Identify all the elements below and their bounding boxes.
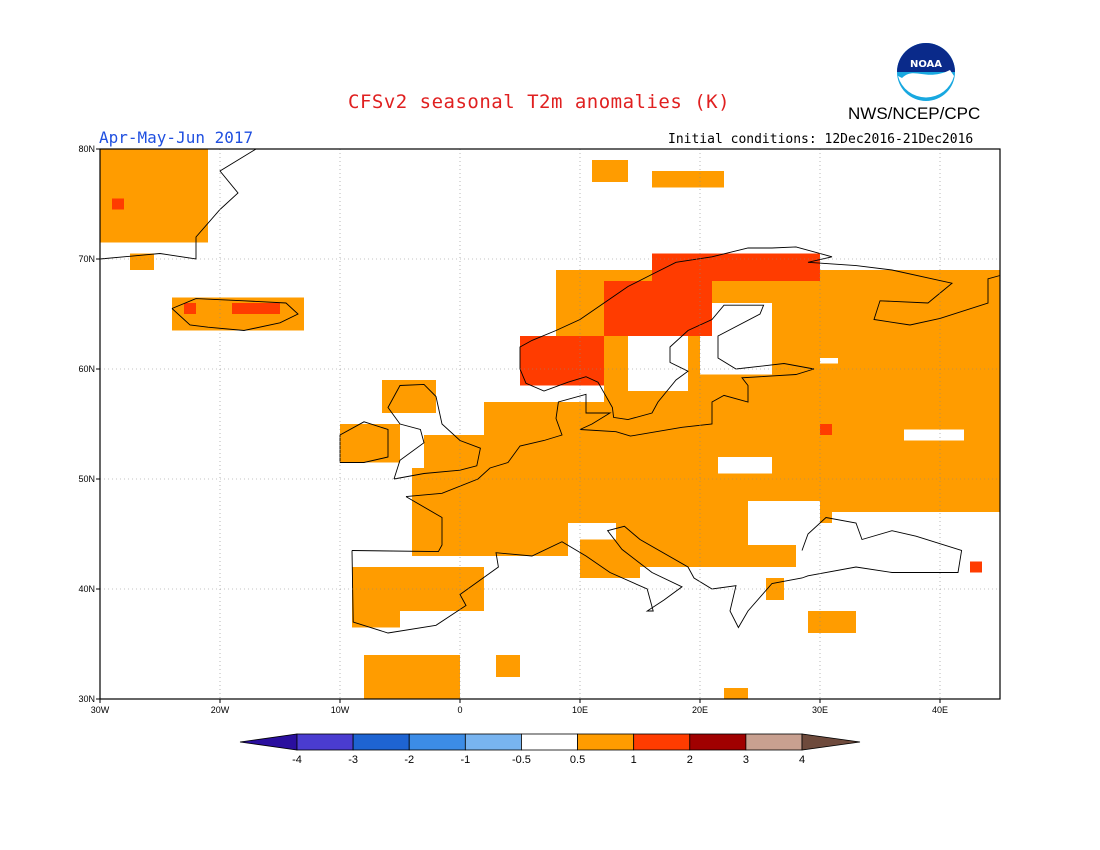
fill-aegean — [766, 578, 784, 600]
colorbar-arrow-right — [801, 733, 861, 751]
colorbar-label: -4 — [292, 754, 302, 766]
coastline-2 — [171, 298, 299, 331]
coastline-5 — [351, 496, 443, 553]
noaa-logo-icon: NOAA — [897, 43, 955, 101]
colorbar-segment — [521, 733, 578, 751]
organization-label: NWS/NCEP/CPC — [848, 104, 981, 123]
fill-norway-red-s — [520, 336, 604, 386]
fill-libya — [724, 688, 748, 699]
initial-conditions: Initial conditions: 12Dec2016-21Dec2016 — [668, 132, 974, 147]
colorbar-arrow-left — [239, 733, 298, 751]
colorbar: -4 -3 -2 -1 -0.5 0.5 1 2 3 4 — [239, 733, 861, 766]
colorbar-segment — [689, 733, 747, 751]
map-frame — [99, 148, 1001, 700]
lon-tick-label: 20E — [692, 705, 708, 715]
fill-algeria — [496, 655, 520, 677]
fill-england — [424, 435, 490, 474]
fill-iceland-red-e — [232, 303, 280, 314]
colorbar-label: -3 — [348, 754, 358, 766]
lon-tick-label: 30E — [812, 705, 828, 715]
lat-tick-label: 80N — [78, 144, 95, 154]
chart-title: CFSv2 seasonal T2m anomalies (K) — [348, 91, 731, 113]
colorbar-segment — [745, 733, 803, 751]
fill-svalbard — [592, 160, 628, 182]
fill-iceland-red-w — [184, 303, 196, 314]
colorbar-label: 4 — [799, 754, 805, 766]
fill-greenland-south — [130, 253, 154, 270]
lat-tick-label: 70N — [78, 254, 95, 264]
colorbar-segment — [577, 733, 635, 751]
fill-gap-5 — [748, 501, 820, 545]
colorbar-segment — [352, 733, 410, 751]
colorbar-label: -0.5 — [512, 754, 531, 766]
anomaly-fill-layer — [100, 149, 1000, 699]
colorbar-label: -2 — [404, 754, 414, 766]
fill-gap-3 — [904, 429, 964, 441]
colorbar-segment — [408, 733, 466, 751]
colorbar-label: 0.5 — [570, 754, 585, 766]
lon-tick-label: 10W — [331, 705, 350, 715]
fill-caucasus-red — [970, 561, 982, 573]
fill-turkey — [808, 611, 856, 633]
fill-norway-red-mid — [604, 281, 712, 336]
fill-portugal — [352, 567, 400, 628]
lat-tick-label: 50N — [78, 474, 95, 484]
lon-tick-labels: 30W 20W 10W 0 10E 20E 30E 40E — [91, 699, 948, 715]
lat-tick-label: 40N — [78, 584, 95, 594]
fill-greenland-red — [112, 198, 124, 210]
lon-tick-label: 20W — [211, 705, 230, 715]
fill-gap-4 — [718, 457, 772, 474]
coastline-3 — [387, 383, 481, 480]
colorbar-label: -1 — [460, 754, 470, 766]
svg-text:NOAA: NOAA — [910, 59, 942, 70]
fill-belarus-red — [820, 424, 832, 435]
colorbar-segment — [633, 733, 691, 751]
forecast-period: Apr-May-Jun 2017 — [99, 128, 254, 147]
fill-svalbard-east — [652, 171, 724, 188]
lon-tick-label: 0 — [457, 705, 462, 715]
coastline-0 — [351, 517, 963, 634]
colorbar-label: 3 — [743, 754, 749, 766]
fill-ireland — [340, 424, 400, 463]
fill-gap-2 — [820, 358, 838, 364]
fill-gap-6 — [832, 512, 1000, 545]
colorbar-label: 2 — [687, 754, 693, 766]
colorbar-label: 1 — [631, 754, 637, 766]
lat-tick-label: 30N — [78, 694, 95, 704]
colorbar-segment — [464, 733, 522, 751]
lon-tick-label: 40E — [932, 705, 948, 715]
lon-tick-label: 10E — [572, 705, 588, 715]
coastline-4 — [339, 421, 389, 463]
fill-norway-red-n — [652, 253, 820, 281]
fill-greenland — [100, 149, 208, 243]
lon-tick-label: 30W — [91, 705, 110, 715]
lat-tick-labels: 30N 40N 50N 60N 70N 80N — [78, 144, 100, 704]
colorbar-segment — [296, 733, 354, 751]
fill-north-africa — [364, 655, 460, 699]
lat-tick-label: 60N — [78, 364, 95, 374]
coastline-1 — [99, 148, 257, 260]
fill-spain — [400, 567, 484, 611]
